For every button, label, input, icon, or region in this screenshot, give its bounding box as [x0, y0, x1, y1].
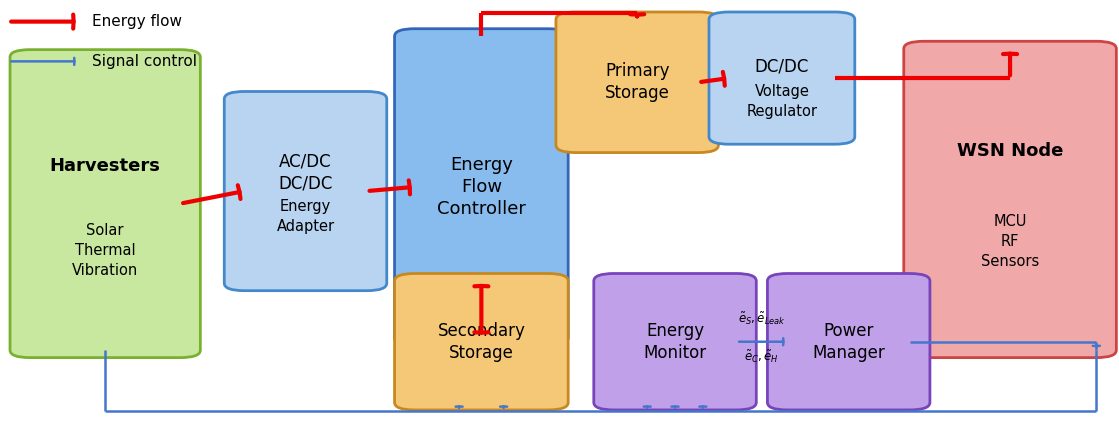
FancyBboxPatch shape: [556, 12, 718, 153]
Text: WSN Node: WSN Node: [957, 142, 1063, 160]
Text: Secondary
Storage: Secondary Storage: [438, 322, 525, 362]
FancyBboxPatch shape: [768, 273, 930, 410]
FancyBboxPatch shape: [395, 273, 568, 410]
Text: Voltage
Regulator: Voltage Regulator: [746, 84, 817, 119]
Text: Energy
Flow
Controller: Energy Flow Controller: [436, 156, 526, 218]
Text: AC/DC
DC/DC: AC/DC DC/DC: [279, 153, 332, 193]
Text: Harvesters: Harvesters: [49, 156, 161, 175]
Text: $\tilde{e}_C,\tilde{e}_H$: $\tilde{e}_C,\tilde{e}_H$: [744, 348, 779, 365]
Text: Energy
Monitor: Energy Monitor: [643, 322, 706, 362]
FancyBboxPatch shape: [709, 12, 855, 144]
Text: Primary
Storage: Primary Storage: [604, 62, 669, 102]
Text: $\tilde{e}_S,\tilde{e}_{Leak}$: $\tilde{e}_S,\tilde{e}_{Leak}$: [737, 310, 786, 327]
Text: Energy
Adapter: Energy Adapter: [276, 199, 335, 234]
Text: Power
Manager: Power Manager: [812, 322, 885, 362]
Text: DC/DC: DC/DC: [754, 57, 809, 75]
FancyBboxPatch shape: [10, 50, 200, 357]
FancyBboxPatch shape: [395, 29, 568, 345]
Text: Solar
Thermal
Vibration: Solar Thermal Vibration: [72, 223, 139, 278]
Text: MCU
RF
Sensors: MCU RF Sensors: [981, 214, 1040, 269]
Text: Energy flow: Energy flow: [92, 14, 181, 29]
FancyBboxPatch shape: [224, 92, 387, 291]
Text: Signal control: Signal control: [92, 54, 197, 69]
FancyBboxPatch shape: [904, 41, 1117, 357]
FancyBboxPatch shape: [594, 273, 756, 410]
